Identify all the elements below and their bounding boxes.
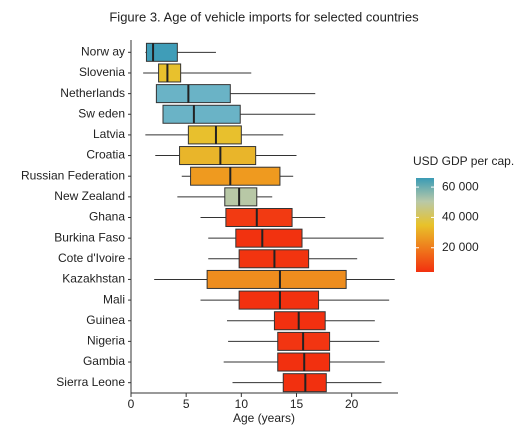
y-tick-label: Russian Federation — [21, 168, 125, 182]
y-tick-label: Norw ay — [81, 44, 125, 58]
box — [145, 42, 178, 62]
x-tick-label: 20 — [345, 397, 359, 411]
box — [224, 187, 258, 207]
y-tick-label: Latvia — [93, 127, 125, 141]
box — [238, 290, 320, 310]
box — [162, 104, 241, 124]
box — [225, 208, 293, 227]
x-tick-label: 15 — [290, 397, 304, 411]
colorbar-tick-label: 20 000 — [442, 240, 479, 254]
box — [235, 228, 303, 248]
box — [273, 311, 326, 331]
box — [158, 63, 182, 83]
box — [206, 269, 347, 289]
y-tick-label: Nigeria — [87, 334, 125, 348]
colorbar-tick-label: 60 000 — [442, 179, 479, 193]
y-tick-label: Burkina Faso — [54, 230, 125, 244]
y-tick-label: Guinea — [86, 313, 125, 327]
y-tick-label: Sierra Leone — [56, 375, 125, 389]
x-tick-label: 5 — [183, 397, 190, 411]
y-tick-label: Cote d'Ivoire — [58, 251, 125, 265]
legend-title: USD GDP per cap. — [413, 154, 514, 168]
box — [190, 166, 281, 186]
y-tick-label: Sw eden — [78, 106, 125, 120]
box — [179, 146, 257, 166]
y-tick-label: Mali — [103, 292, 125, 306]
chart-title: Figure 3. Age of vehicle imports for sel… — [109, 9, 419, 24]
colorbar — [416, 178, 434, 272]
y-tick-label: Gambia — [83, 354, 125, 368]
y-tick-label: New Zealand — [54, 189, 125, 203]
x-axis-label: Age (years) — [233, 411, 295, 425]
y-tick-label: Netherlands — [60, 86, 125, 100]
y-tick-label: Ghana — [89, 210, 125, 224]
box — [187, 125, 242, 145]
box — [155, 84, 231, 104]
y-tick-label: Kazakhstan — [62, 272, 125, 286]
y-tick-label: Slovenia — [79, 65, 125, 79]
x-tick-label: 0 — [128, 397, 135, 411]
x-tick-label: 10 — [235, 397, 249, 411]
colorbar-tick-label: 40 000 — [442, 210, 479, 224]
y-tick-label: Croatia — [86, 148, 125, 162]
